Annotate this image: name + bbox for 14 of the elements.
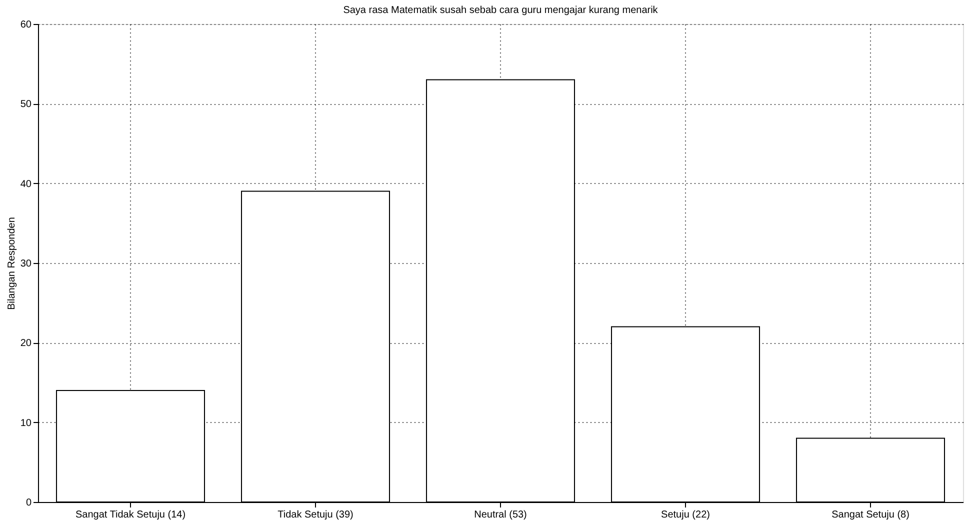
x-tick-label: Neutral (53): [474, 510, 527, 520]
y-tick-label: 10: [20, 418, 32, 429]
x-tick-label: Sangat Tidak Setuju (14): [75, 510, 186, 520]
y-tick-label: 60: [20, 20, 32, 30]
x-tick-label: Setuju (22): [661, 510, 710, 520]
y-axis-title: Bilangan Responden: [6, 217, 18, 310]
y-tick-label: 0: [26, 498, 32, 508]
y-tick-label: 50: [20, 99, 32, 110]
y-tick-label: 30: [20, 258, 32, 270]
chart-title: Saya rasa Matematik susah sebab cara guru mengajar kurang menarik: [343, 5, 659, 16]
y-tick-label: 40: [20, 178, 32, 190]
x-tick-label: Tidak Setuju (39): [278, 510, 354, 520]
x-tick-label: Sangat Setuju (8): [832, 510, 910, 520]
y-tick-label: 20: [20, 338, 32, 350]
